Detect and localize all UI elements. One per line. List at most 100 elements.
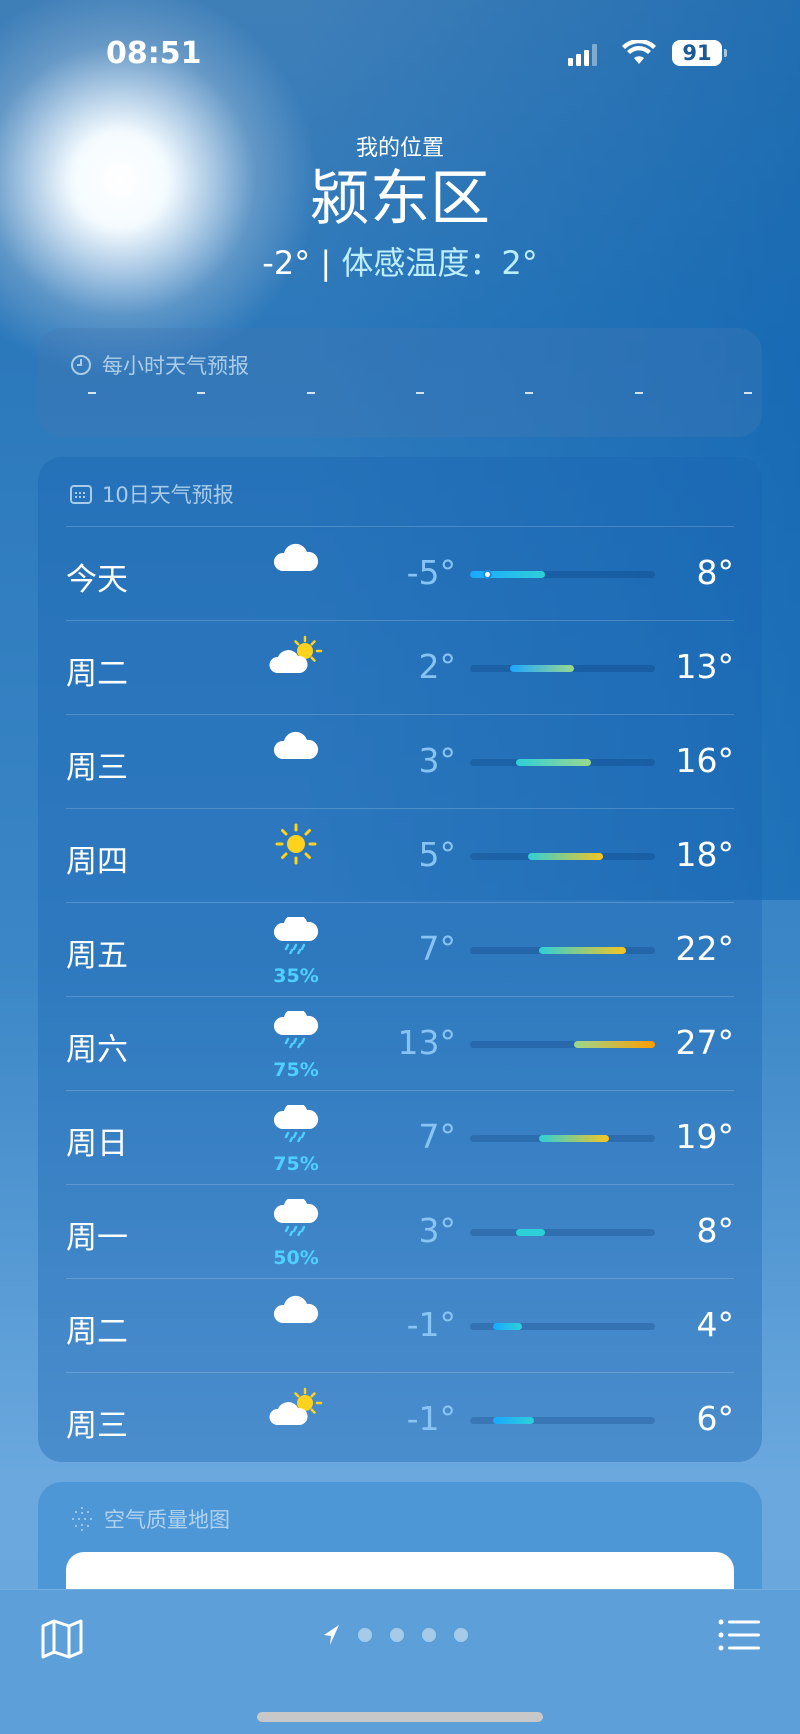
temp-range-track — [470, 1041, 655, 1048]
day-label: 今天 — [66, 562, 128, 598]
day-label: 周六 — [66, 1032, 128, 1068]
card-title: 10日天气预报 — [102, 483, 234, 507]
temp-range-bar — [510, 665, 575, 672]
forecast-row[interactable]: 周四 5° 18° — [66, 808, 734, 902]
temp-range-track — [470, 853, 655, 860]
day-label: 周日 — [66, 1126, 128, 1162]
forecast-row[interactable]: 周二 2° 13° — [66, 620, 734, 714]
page-dot[interactable] — [454, 1628, 468, 1642]
temp-range-bar — [493, 1417, 534, 1424]
map-icon[interactable] — [40, 1618, 84, 1660]
high-temp: 8° — [696, 1211, 735, 1250]
high-temp: 22° — [675, 929, 735, 968]
calendar-icon — [70, 485, 92, 504]
location-arrow-icon[interactable] — [322, 1624, 340, 1646]
air-quality-map[interactable] — [66, 1552, 734, 1589]
temp-range-track — [470, 1417, 655, 1424]
low-temp: 7° — [418, 1117, 457, 1156]
temp-range-bar — [574, 1041, 655, 1048]
temp-range-track — [470, 1323, 655, 1330]
low-temp: 7° — [418, 929, 457, 968]
card-title: 每小时天气预报 — [102, 354, 249, 378]
status-time: 08:51 — [106, 36, 202, 71]
day-label: 周二 — [66, 656, 128, 692]
cloud-icon — [266, 541, 326, 611]
day-label: 周一 — [66, 1220, 128, 1256]
home-indicator[interactable] — [257, 1712, 543, 1722]
rain-icon: 35% — [266, 913, 326, 987]
day-label: 周三 — [66, 750, 128, 786]
location-label: 我的位置 — [355, 136, 444, 161]
low-temp: -1° — [406, 1305, 456, 1344]
precipitation-chance: 75% — [273, 1059, 319, 1081]
partly-sunny-icon — [266, 635, 326, 705]
clock-icon — [71, 355, 91, 375]
sun-icon — [266, 823, 326, 893]
page-dot[interactable] — [358, 1628, 372, 1642]
battery-icon: 91 — [672, 40, 727, 66]
wifi-icon — [622, 40, 656, 64]
low-temp: -1° — [406, 1399, 456, 1438]
ten-day-forecast-card: 10日天气预报 今天 -5° 8° 周二 2° 13° 周三 3° 16° 周四 5°… — [38, 457, 762, 1462]
page-dot[interactable] — [422, 1628, 436, 1642]
list-icon[interactable] — [718, 1618, 760, 1652]
location-header: 我的位置 颍东区 -2° | 体感温度：2° — [0, 130, 800, 284]
air-quality-card[interactable]: 空气质量地图 — [38, 1482, 762, 1589]
day-label: 周三 — [66, 1408, 128, 1444]
temp-range-bar — [539, 947, 627, 954]
forecast-row[interactable]: 周二 -1° 4° — [66, 1278, 734, 1372]
high-temp: 27° — [675, 1023, 735, 1062]
current-temp-dot — [483, 570, 493, 579]
current-temp: -2° — [262, 244, 311, 282]
high-temp: 18° — [675, 835, 735, 874]
feels-like: 体感温度：2° — [341, 244, 538, 282]
low-temp: 3° — [418, 741, 457, 780]
precipitation-chance: 35% — [273, 965, 319, 987]
forecast-row[interactable]: 周一 50% 3° 8° — [66, 1184, 734, 1278]
cellular-signal-icon — [568, 44, 597, 66]
high-temp: 16° — [675, 741, 735, 780]
temp-range-track — [470, 1135, 655, 1142]
day-label: 周四 — [66, 844, 128, 880]
low-temp: 13° — [397, 1023, 457, 1062]
forecast-row[interactable]: 周日 75% 7° 19° — [66, 1090, 734, 1184]
high-temp: 4° — [696, 1305, 735, 1344]
high-temp: 8° — [696, 553, 735, 592]
temp-range-bar — [527, 853, 603, 860]
forecast-row[interactable]: 周三 -1° 6° — [66, 1372, 734, 1466]
temp-range-bar — [516, 1229, 546, 1236]
bottom-toolbar — [0, 1589, 800, 1734]
page-indicator[interactable] — [322, 1624, 468, 1646]
temp-range-bar — [516, 759, 592, 766]
status-bar: 08:51 91 — [0, 36, 800, 76]
forecast-row[interactable]: 周六 75% 13° 27° — [66, 996, 734, 1090]
rain-icon: 50% — [266, 1195, 326, 1269]
temp-range-track — [470, 1229, 655, 1236]
hourly-ticks — [88, 392, 752, 394]
temp-range-track — [470, 947, 655, 954]
temp-range-track — [470, 665, 655, 672]
partly-sunny-icon — [266, 1387, 326, 1457]
forecast-row[interactable]: 周三 3° 16° — [66, 714, 734, 808]
temp-range-bar — [493, 1323, 523, 1330]
low-temp: 3° — [418, 1211, 457, 1250]
sun-glow — [0, 0, 360, 420]
cloud-icon — [266, 1293, 326, 1363]
page-dot[interactable] — [390, 1628, 404, 1642]
temp-range-track — [470, 759, 655, 766]
city-name: 颍东区 — [310, 164, 490, 234]
hourly-forecast-card[interactable]: 每小时天气预报 — [38, 328, 762, 437]
air-quality-icon — [72, 1507, 92, 1531]
low-temp: 2° — [418, 647, 457, 686]
forecast-row[interactable]: 周五 35% 7° 22° — [66, 902, 734, 996]
low-temp: 5° — [418, 835, 457, 874]
rain-icon: 75% — [266, 1101, 326, 1175]
rain-icon: 75% — [266, 1007, 326, 1081]
high-temp: 13° — [675, 647, 735, 686]
high-temp: 6° — [696, 1399, 735, 1438]
temp-range-track — [470, 570, 655, 579]
separator: | — [320, 244, 332, 282]
forecast-row[interactable]: 今天 -5° 8° — [66, 526, 734, 620]
precipitation-chance: 50% — [273, 1247, 319, 1269]
cloud-icon — [266, 729, 326, 799]
